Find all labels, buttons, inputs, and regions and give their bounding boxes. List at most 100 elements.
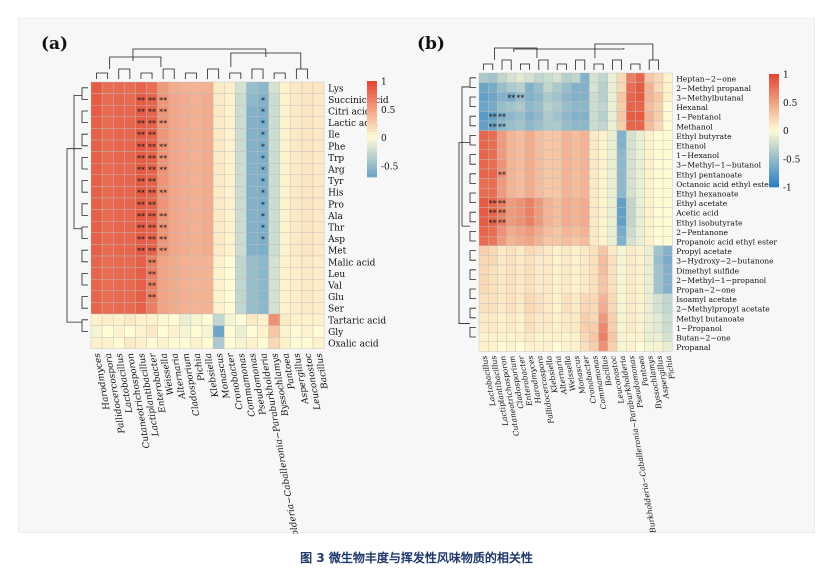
heatmap-cell bbox=[224, 198, 235, 210]
heatmap-cell bbox=[213, 152, 224, 164]
significance-mark: ** bbox=[137, 154, 145, 163]
legend-gradient-step bbox=[367, 118, 377, 121]
heatmap-cell bbox=[534, 121, 543, 131]
row-label: Ethyl isobutyrate bbox=[676, 218, 743, 227]
heatmap-cell bbox=[497, 294, 506, 304]
heatmap-cell bbox=[525, 73, 534, 83]
heatmap-cell bbox=[124, 268, 135, 280]
heatmap-cell bbox=[202, 279, 213, 291]
heatmap-cell bbox=[246, 210, 257, 222]
legend-gradient-step bbox=[769, 145, 779, 148]
dendrogram-branch bbox=[520, 64, 529, 70]
heatmap-cell bbox=[313, 94, 324, 106]
heatmap-cell bbox=[202, 94, 213, 106]
heatmap-cell bbox=[525, 342, 534, 352]
heatmap-cell bbox=[516, 332, 525, 342]
heatmap-cell bbox=[654, 140, 663, 150]
heatmap-cell bbox=[663, 313, 672, 323]
heatmap-cell bbox=[213, 82, 224, 94]
heatmap-cell bbox=[645, 294, 654, 304]
heatmap-cell bbox=[543, 284, 552, 294]
heatmap-cell bbox=[534, 265, 543, 275]
heatmap-cell bbox=[599, 246, 608, 256]
heatmap-cell bbox=[280, 175, 291, 187]
heatmap-cell bbox=[608, 179, 617, 189]
heatmap-cell bbox=[147, 82, 158, 94]
heatmap-cell bbox=[169, 94, 180, 106]
heatmap-cell bbox=[113, 82, 124, 94]
heatmap-cell bbox=[191, 221, 202, 233]
heatmap-cell bbox=[562, 284, 571, 294]
heatmap-cell bbox=[599, 92, 608, 102]
significance-mark: ** bbox=[148, 282, 156, 291]
legend-gradient-step bbox=[769, 173, 779, 176]
heatmap-cell bbox=[543, 313, 552, 323]
heatmap-cell bbox=[235, 140, 246, 152]
heatmap-cell bbox=[202, 152, 213, 164]
heatmap-cell bbox=[645, 188, 654, 198]
heatmap-cell bbox=[269, 128, 280, 140]
heatmap-cell bbox=[180, 175, 191, 187]
heatmap-cell bbox=[91, 221, 102, 233]
heatmap-cell bbox=[534, 131, 543, 141]
heatmap-cell bbox=[571, 73, 580, 83]
dendrogram-branch bbox=[502, 60, 511, 70]
heatmap-cell bbox=[169, 175, 180, 187]
dendrogram-branch bbox=[82, 157, 88, 169]
heatmap-cell bbox=[224, 128, 235, 140]
heatmap-cell bbox=[213, 140, 224, 152]
heatmap-cell bbox=[191, 105, 202, 117]
heatmap-cell bbox=[235, 244, 246, 256]
heatmap-cell bbox=[488, 159, 497, 169]
heatmap-cell bbox=[313, 210, 324, 222]
heatmap-cell bbox=[608, 323, 617, 333]
heatmap-cell bbox=[479, 150, 488, 160]
heatmap-cell bbox=[525, 111, 534, 121]
heatmap-cell bbox=[608, 92, 617, 102]
heatmap-cell bbox=[543, 131, 552, 141]
legend-gradient-step bbox=[769, 170, 779, 173]
heatmap-cell bbox=[635, 131, 644, 141]
heatmap-cell bbox=[102, 163, 113, 175]
heatmap-cell bbox=[553, 255, 562, 265]
heatmap-cell bbox=[169, 186, 180, 198]
heatmap-cell bbox=[553, 236, 562, 246]
heatmap-cell bbox=[626, 179, 635, 189]
significance-mark: * bbox=[261, 154, 265, 163]
heatmap-cell bbox=[246, 326, 257, 338]
significance-mark: ** bbox=[159, 224, 167, 233]
significance-mark: ** bbox=[148, 96, 156, 105]
heatmap-cell bbox=[626, 313, 635, 323]
heatmap-cell bbox=[302, 233, 313, 245]
dendrogram-branch bbox=[631, 64, 640, 70]
heatmap-cell bbox=[313, 279, 324, 291]
heatmap-cell bbox=[617, 303, 626, 313]
heatmap-cell bbox=[302, 268, 313, 280]
heatmap-cell bbox=[571, 255, 580, 265]
heatmap-cell bbox=[663, 207, 672, 217]
heatmap-cell bbox=[213, 233, 224, 245]
row-label: 2−Methyl−1−propanol bbox=[676, 276, 767, 285]
heatmap-cell bbox=[507, 303, 516, 313]
heatmap-cell bbox=[180, 302, 191, 314]
heatmap-cell bbox=[562, 131, 571, 141]
legend-gradient-step bbox=[769, 105, 779, 108]
heatmap-cell bbox=[525, 227, 534, 237]
heatmap-cell bbox=[525, 332, 534, 342]
heatmap-cell bbox=[580, 102, 589, 112]
heatmap-cell bbox=[534, 179, 543, 189]
heatmap-cell bbox=[91, 82, 102, 94]
dendrogram-branch bbox=[97, 73, 108, 79]
heatmap-cell bbox=[534, 236, 543, 246]
heatmap-cell bbox=[571, 332, 580, 342]
heatmap-cell bbox=[571, 236, 580, 246]
row-label: 3−Methyl−1−butanol bbox=[676, 161, 761, 170]
dendrogram-branch bbox=[133, 49, 266, 61]
heatmap-cell bbox=[663, 111, 672, 121]
heatmap-cell bbox=[589, 73, 598, 83]
heatmap-cell bbox=[617, 275, 626, 285]
heatmap-cell bbox=[246, 152, 257, 164]
heatmap-cell bbox=[626, 121, 635, 131]
heatmap-cell bbox=[235, 82, 246, 94]
significance-mark: * bbox=[261, 131, 265, 140]
